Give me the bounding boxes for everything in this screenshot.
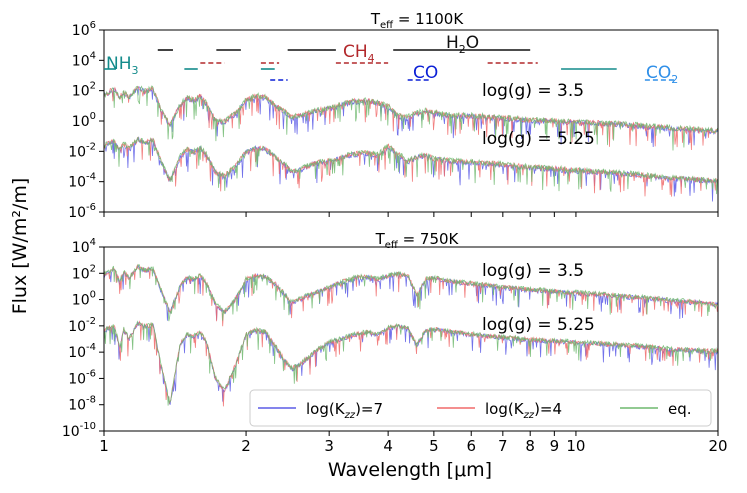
y-tick-label: 10-4 bbox=[68, 172, 96, 191]
x-tick-label: 4 bbox=[383, 437, 393, 455]
y-tick-label: 106 bbox=[72, 20, 96, 39]
x-tick-label: 8 bbox=[525, 437, 535, 455]
panel-title: Teff = 1100K bbox=[370, 10, 464, 31]
y-tick-label: 10-4 bbox=[68, 342, 96, 361]
y-tick-label: 104 bbox=[72, 237, 96, 256]
x-tick-label: 1 bbox=[99, 437, 109, 455]
spectrum-line-logg525-series-1 bbox=[104, 136, 718, 197]
spectra bbox=[104, 85, 718, 202]
plot-frame bbox=[103, 246, 719, 432]
x-tick-label: 2 bbox=[241, 437, 251, 455]
x-tick-label: 9 bbox=[550, 437, 560, 455]
x-axis-label: Wavelength [μm] bbox=[328, 459, 492, 481]
spectrum-line-logg35-series-2 bbox=[104, 263, 718, 322]
gravity-annotation: log(g) = 3.5 bbox=[482, 261, 584, 281]
y-tick-label: 100 bbox=[72, 111, 96, 130]
x-tick-label: 3 bbox=[324, 437, 334, 455]
molecule-label: H2O bbox=[446, 33, 479, 56]
spectrum-line-logg35-series-2 bbox=[104, 85, 718, 151]
gravity-annotation: log(g) = 5.25 bbox=[482, 129, 595, 149]
panel-teff-1100k: 10-6 10-4 10-2 100 102 104 106 Teff = 1100K log(… bbox=[68, 10, 719, 221]
gravity-annotation: log(g) = 3.5 bbox=[482, 81, 584, 101]
molecule-label: CH4 bbox=[343, 42, 375, 65]
x-tick-label: 6 bbox=[466, 437, 476, 455]
y-tick-label: 100 bbox=[72, 290, 96, 309]
spectrum-line-logg525-series-2 bbox=[104, 136, 718, 195]
legend-label: log(Kzz)=4 bbox=[485, 400, 562, 421]
y-tick-label: 10-10 bbox=[62, 421, 96, 440]
x-tick-label: 7 bbox=[498, 437, 508, 455]
y-tick-label: 102 bbox=[72, 263, 96, 282]
spectrum-line-logg525-series-1 bbox=[104, 320, 718, 407]
legend-label: log(Kzz)=7 bbox=[306, 400, 383, 421]
spectrum-line-logg35-series-1 bbox=[104, 86, 718, 151]
legend: log(Kzz)=7 log(Kzz)=4 eq. bbox=[249, 389, 712, 427]
band-markers bbox=[104, 49, 675, 81]
y-tick-label: 10-2 bbox=[68, 141, 96, 160]
spectra bbox=[104, 263, 718, 407]
molecule-label: CO bbox=[413, 63, 438, 83]
y-tick-label: 10-6 bbox=[68, 202, 96, 221]
y-tick-label: 102 bbox=[72, 81, 96, 100]
molecule-label: CO2 bbox=[646, 63, 678, 86]
y-tick-label: 10-2 bbox=[68, 316, 96, 335]
spectrum-line-logg525-series-2 bbox=[104, 320, 718, 406]
legend-box bbox=[249, 389, 712, 427]
x-tick-label: 5 bbox=[429, 437, 439, 455]
spectrum-line-logg525-series-0 bbox=[104, 136, 718, 202]
spectrum-line-logg35-series-0 bbox=[104, 264, 718, 321]
panel-title: Teff = 750K bbox=[375, 230, 460, 251]
legend-label: eq. bbox=[668, 400, 692, 418]
y-tick-label: 10-8 bbox=[68, 395, 96, 414]
x-tick-label: 20 bbox=[708, 437, 727, 455]
y-axis-label: Flux [W/m²/m] bbox=[9, 178, 31, 315]
x-tick-label: 10 bbox=[566, 437, 585, 455]
molecule-label: NH3 bbox=[106, 54, 139, 77]
gravity-annotation: log(g) = 5.25 bbox=[482, 315, 595, 335]
y-tick-label: 104 bbox=[72, 50, 96, 69]
y-tick-label: 10-6 bbox=[68, 368, 96, 387]
